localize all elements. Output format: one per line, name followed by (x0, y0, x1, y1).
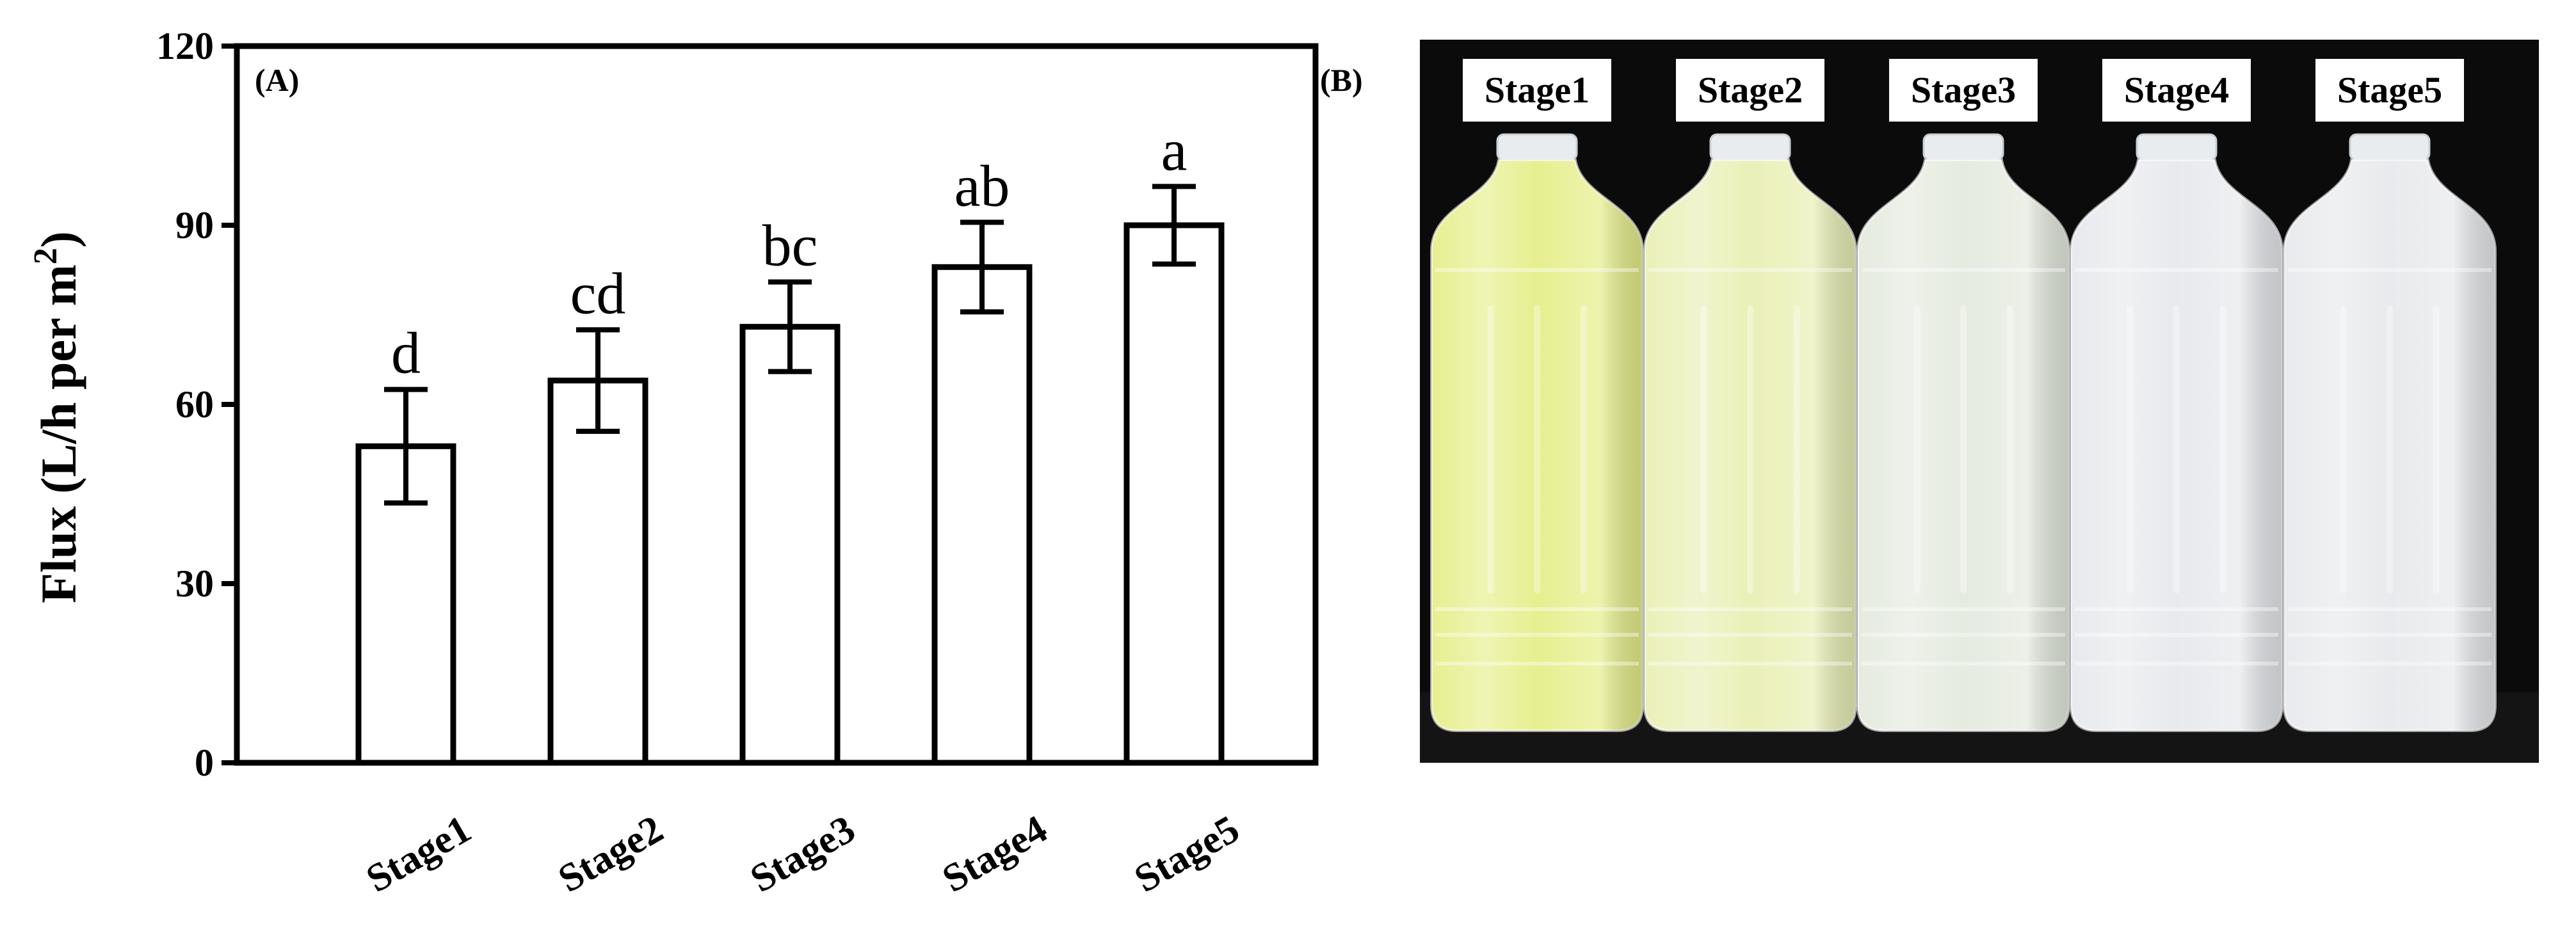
bar-stage3 (739, 324, 841, 766)
bottles-illustration: Stage1 Stage2 Stage3 Stage4 Stage5 (1420, 59, 2539, 763)
bars: d cd bc ab a (355, 117, 1225, 766)
bottle-stage4: Stage4 (2070, 59, 2283, 732)
bar-stage2 (547, 378, 648, 766)
panel-b-label: (B) (1320, 62, 1363, 98)
x-tick-label: Stage1 (359, 807, 478, 901)
significance-label: cd (570, 260, 626, 326)
x-tick-label: Stage3 (743, 807, 862, 901)
bottle-label: Stage4 (2124, 69, 2229, 111)
bottle-label: Stage5 (2337, 69, 2442, 111)
x-tick-label: Stage4 (935, 807, 1054, 901)
bottle-label: Stage3 (1911, 69, 2016, 111)
bottle-stage5: Stage5 (2283, 59, 2497, 732)
bottle-stage1: Stage1 (1430, 59, 1644, 732)
y-tick-label: 90 (175, 204, 214, 246)
error-bar (1152, 184, 1196, 267)
y-axis-title: Flux (L/h per m2) (28, 231, 86, 603)
bottle-label-box (1676, 59, 1824, 122)
y-tick-label: 120 (156, 25, 214, 67)
error-bar (960, 219, 1004, 315)
x-tick-label: Stage5 (1127, 807, 1246, 901)
bottle-label-box (1889, 59, 2038, 122)
error-bar (768, 279, 812, 374)
bottle-label: Stage1 (1485, 69, 1590, 111)
bottle-stage2: Stage2 (1643, 59, 1857, 732)
significance-label: d (391, 321, 421, 386)
y-tick-label: 60 (175, 383, 214, 426)
bottle-label-box (1463, 59, 1611, 122)
significance-label: a (1161, 117, 1187, 182)
significance-label: bc (762, 213, 818, 278)
bottles-photo: Stage1 Stage2 Stage3 Stage4 Stage5 (1420, 40, 2539, 763)
bottle-label-box (2102, 59, 2251, 122)
bottle-label-box (2315, 59, 2464, 122)
bar-stage4 (931, 264, 1033, 766)
panel-a-label: (A) (255, 62, 299, 98)
bottle-label: Stage2 (1698, 69, 1803, 111)
y-tick-label: 0 (195, 742, 214, 784)
y-tick-label: 30 (175, 562, 214, 605)
error-bar (576, 327, 620, 434)
bottle-stage3: Stage3 (1856, 59, 2070, 732)
x-axis-labels: Stage1 Stage2 Stage3 Stage4 Stage5 (359, 807, 1246, 901)
y-axis: 0 30 60 90 120 (156, 25, 237, 784)
significance-label: ab (954, 153, 1010, 218)
x-tick-label: Stage2 (551, 807, 670, 901)
error-bar (384, 387, 428, 506)
bar-stage5 (1123, 222, 1225, 766)
